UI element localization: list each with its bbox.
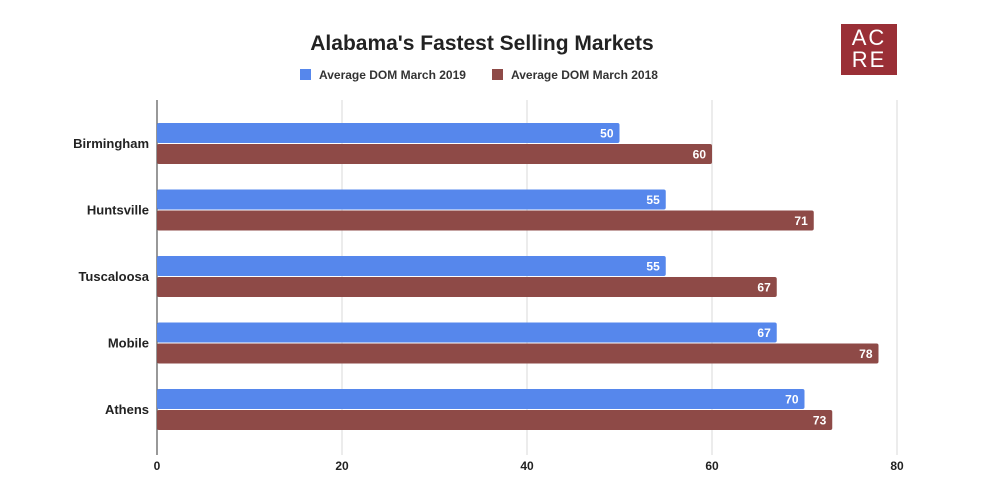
data-label: 55 [646,193,660,207]
data-label: 71 [794,214,808,228]
data-label: 67 [757,281,771,295]
bar [157,210,814,231]
bar [157,389,805,409]
bars: Birmingham 50 60 Huntsville 55 71 Tuscaloosa 55… [73,123,879,430]
x-tick-label: 20 [335,459,349,473]
x-tick-label: 0 [154,459,161,473]
data-label: 67 [757,326,771,340]
x-tick-label: 40 [520,459,534,473]
category-label: Birmingham [73,136,149,151]
bar [157,410,833,430]
legend-swatch [492,69,503,80]
chart-title: Alabama's Fastest Selling Markets [310,32,653,55]
bar [157,277,777,297]
data-label: 50 [600,127,614,141]
legend: Average DOM March 2019 Average DOM March … [300,68,658,82]
category-label: Huntsville [87,203,149,218]
legend-swatch [300,69,311,80]
x-tick-label: 60 [705,459,719,473]
category-label: Mobile [108,336,149,351]
category-label: Athens [105,402,149,417]
bar [157,189,666,210]
bar [157,144,712,164]
category-label: Tuscaloosa [78,269,149,284]
data-label: 60 [693,148,707,162]
legend-label: Average DOM March 2019 [319,68,466,82]
data-label: 78 [859,347,873,361]
x-tick-label: 80 [890,459,904,473]
data-label: 55 [646,260,660,274]
acre-logo: AC RE [841,24,897,75]
bar [157,322,777,343]
bar [157,123,620,143]
bar [157,256,666,276]
data-label: 73 [813,414,827,428]
data-label: 70 [785,393,799,407]
legend-label: Average DOM March 2018 [511,68,658,82]
bar [157,343,879,364]
